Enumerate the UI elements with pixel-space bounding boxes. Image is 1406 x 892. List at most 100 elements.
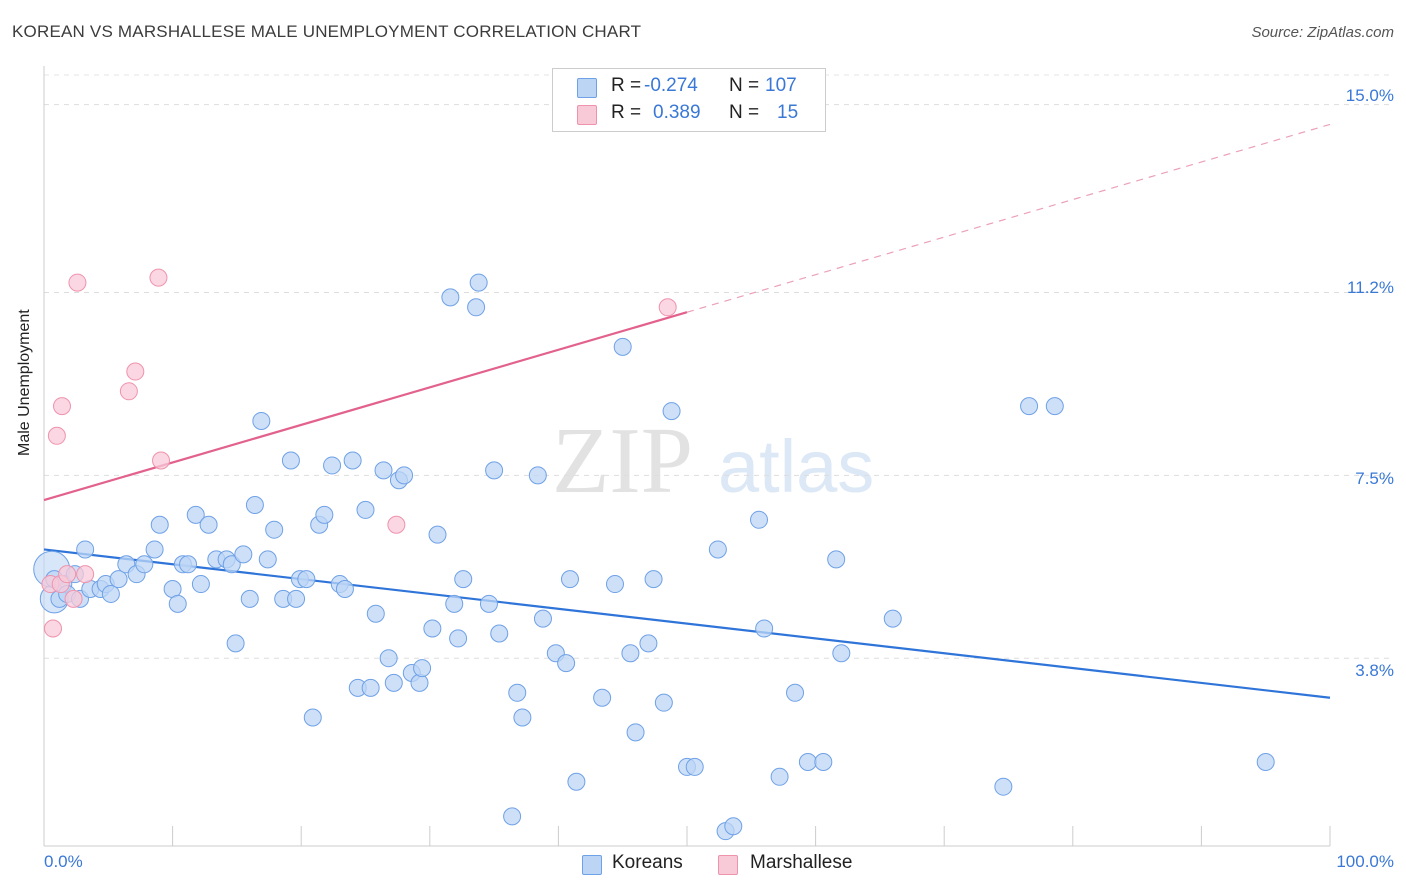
data-point-marshallese [76,565,95,584]
watermark-atlas: atlas [718,425,874,508]
data-point-koreans [410,673,429,692]
data-point-koreans [508,683,527,702]
bottom-legend-swatch-marshallese [718,855,738,875]
data-point-marshallese [53,397,72,416]
data-point-koreans [445,594,464,613]
data-point-koreans [994,777,1013,796]
data-point-koreans [724,817,743,836]
data-point-koreans [428,525,447,544]
data-point-koreans [423,619,442,638]
axes [43,66,1331,847]
data-point-koreans [613,337,632,356]
grid-lines [44,74,1394,659]
data-point-koreans [179,555,198,574]
data-point-marshallese [149,268,168,287]
data-point-koreans [199,515,218,534]
data-point-koreans [240,589,259,608]
data-point-marshallese [68,273,87,292]
data-point-koreans [1020,397,1039,416]
data-point-koreans [654,693,673,712]
data-point-koreans [258,550,277,569]
data-point-koreans [384,673,403,692]
data-point-marshallese [119,382,138,401]
data-point-koreans [281,451,300,470]
data-point-koreans [513,708,532,727]
data-point-koreans [503,807,522,826]
y-tick-label: 3.8% [1355,661,1394,680]
data-point-marshallese [126,362,145,381]
trend-lines [43,123,1331,699]
data-point-koreans [469,273,488,292]
trend-line-extension-marshallese [686,123,1331,313]
data-point-koreans [413,659,432,678]
data-point-koreans [234,545,253,564]
data-point-koreans [76,540,95,559]
data-point-koreans [533,609,552,628]
data-point-koreans [528,466,547,485]
bottom-legend-label-koreans: Koreans [612,852,683,873]
data-point-marshallese [44,619,63,638]
chart-title: KOREAN VS MARSHALLESE MALE UNEMPLOYMENT … [12,22,642,41]
data-point-koreans [252,411,271,430]
data-point-koreans [323,456,342,475]
legend-n-label: N = [729,102,760,123]
data-point-koreans [222,555,241,574]
data-point-koreans [770,767,789,786]
data-point-koreans [374,461,393,480]
data-point-koreans [685,757,704,776]
trend-line-marshallese [43,311,688,502]
legend-swatch-koreans [577,78,597,98]
data-point-koreans [626,723,645,742]
data-point-koreans [1256,752,1275,771]
legend-r-label: R = [611,102,642,123]
data-point-koreans [343,451,362,470]
data-point-koreans [150,515,169,534]
data-point-koreans [315,505,334,524]
data-point-marshallese [387,515,406,534]
y-tick-label: 11.2% [1347,278,1394,297]
y-tick-label: 15.0% [1345,86,1394,105]
data-point-koreans [287,589,306,608]
legend-r-value: -0.274 [644,75,698,96]
data-point-koreans [560,570,579,589]
data-point-koreans [485,461,504,480]
data-point-koreans [832,644,851,663]
data-point-koreans [662,402,681,421]
legend-n-label: N = [729,75,760,96]
source-label: Source: ZipAtlas.com [1251,24,1394,41]
data-point-marshallese [152,451,171,470]
data-point-marshallese [658,298,677,317]
data-point-koreans [490,624,509,643]
data-point-koreans [395,466,414,485]
data-point-koreans [454,570,473,589]
data-point-koreans [479,594,498,613]
legend-r-label: R = [611,75,642,96]
data-point-koreans [361,678,380,697]
legend-n-value: 15 [777,102,799,123]
data-point-koreans [467,298,486,317]
data-point-koreans [593,688,612,707]
bottom-legend-label-marshallese: Marshallese [750,852,853,873]
data-point-koreans [101,584,120,603]
data-point-koreans [557,654,576,673]
data-point-koreans [1045,397,1064,416]
data-point-koreans [567,772,586,791]
data-point-koreans [379,649,398,668]
data-point-koreans [226,634,245,653]
data-point-koreans [883,609,902,628]
data-point-marshallese [64,589,83,608]
y-tick-label: 7.5% [1355,469,1394,488]
data-point-koreans [708,540,727,559]
data-point-koreans [449,629,468,648]
legend-n-value: 107 [765,75,797,96]
data-point-koreans [441,288,460,307]
data-point-koreans [265,520,284,539]
data-points [33,268,1275,841]
trend-line-koreans [43,548,1331,699]
legend: R = -0.274 N = 107 R = 0.389 N = 15 [552,68,826,132]
data-point-koreans [814,752,833,771]
x-tick-label-min: 0.0% [44,852,83,871]
data-point-koreans [750,510,769,529]
bottom-legend-swatch-koreans [582,855,602,875]
